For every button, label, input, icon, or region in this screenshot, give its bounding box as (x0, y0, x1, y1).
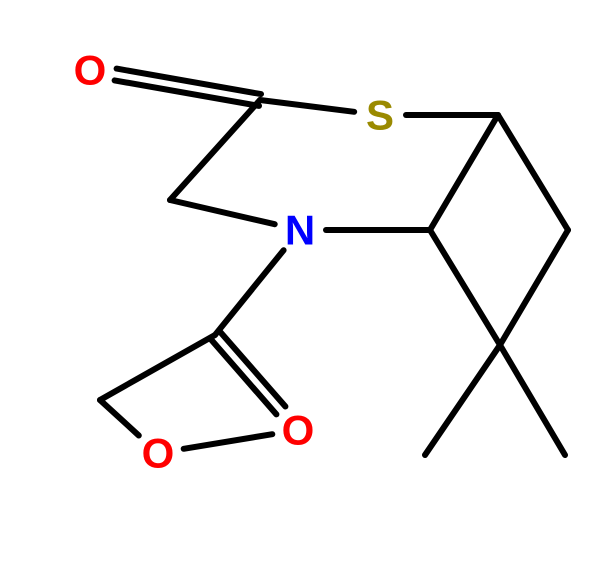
bond (211, 339, 277, 415)
atom-label-o: O (282, 407, 315, 454)
molecule-diagram: S N O O O (0, 0, 607, 565)
bond (170, 100, 260, 200)
bond (215, 250, 284, 335)
bond (115, 80, 259, 106)
bond (100, 335, 215, 400)
bond (425, 345, 500, 455)
bond (184, 434, 273, 449)
bond (220, 331, 286, 406)
atom-label-o: O (142, 430, 175, 477)
atom-label-n: N (285, 207, 315, 254)
bond (170, 200, 275, 224)
bond (430, 230, 500, 345)
bond (500, 345, 565, 455)
bond (260, 100, 354, 112)
bonds-layer (100, 69, 568, 455)
bond (498, 115, 568, 230)
bond (430, 115, 498, 230)
atom-label-s: S (366, 92, 394, 139)
bond (100, 400, 139, 436)
bond (500, 230, 568, 345)
bond (117, 69, 261, 95)
atom-label-o: O (74, 47, 107, 94)
